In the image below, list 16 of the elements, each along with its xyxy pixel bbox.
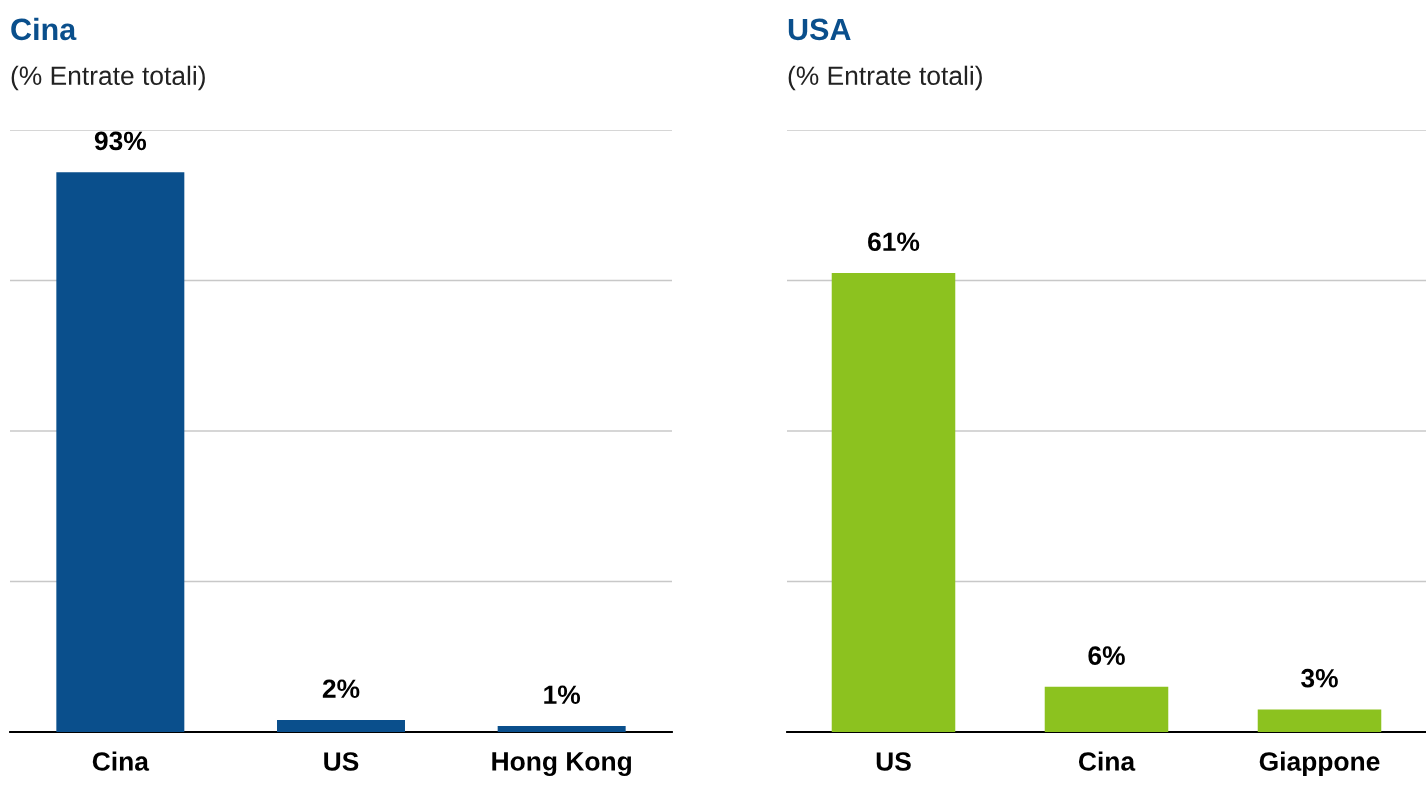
chart-title: USA [788,18,851,41]
data-label: 3% [1301,668,1338,688]
x-tick-label: Giappone [1259,751,1380,777]
x-tick-label: US [876,752,911,771]
chart-title: Cina [11,17,77,41]
data-label: 1% [544,685,581,705]
data-label: 2% [322,679,360,699]
x-tick-label: Hong Kong [492,752,631,777]
x-tick-label: US [324,752,359,771]
data-label: 93% [94,131,147,151]
chart-subtitle: (% Entrate totali) [788,65,982,91]
chart-subtitle: (% Entrate totali) [11,65,205,91]
data-label: 6% [1088,646,1125,665]
x-tick-label: Cina [1078,751,1136,771]
x-tick-label: Cina [92,751,150,771]
data-label: 61% [868,232,920,252]
